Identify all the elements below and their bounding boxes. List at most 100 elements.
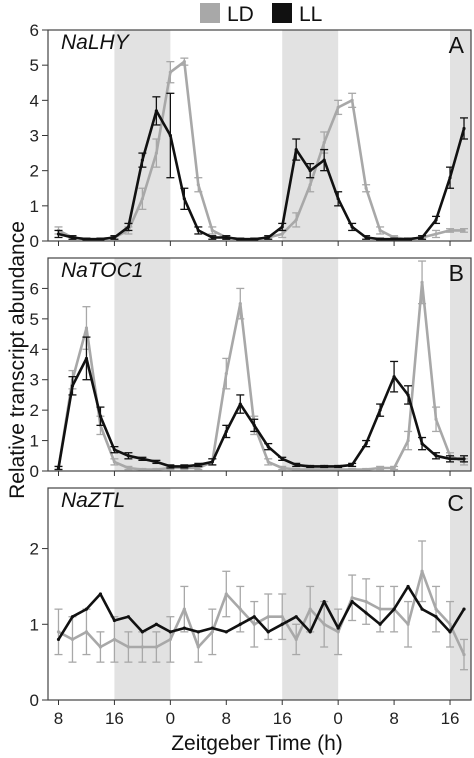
data-point (448, 457, 452, 461)
plot-frame (47, 257, 472, 472)
plot-frame (47, 29, 472, 242)
legend-swatch-ld (200, 3, 220, 23)
data-point (154, 109, 158, 113)
y-tick-label: 1 (30, 197, 39, 216)
data-point (434, 615, 438, 619)
dark-period-shade (282, 258, 339, 471)
data-point (84, 630, 89, 634)
data-point (210, 460, 214, 464)
data-point (336, 464, 340, 469)
data-point (406, 584, 410, 589)
data-point (350, 596, 354, 600)
data-point (210, 228, 214, 233)
data-point (336, 467, 340, 472)
data-point (224, 372, 228, 376)
data-point (56, 232, 61, 236)
data-point (322, 599, 326, 604)
data-point (182, 464, 186, 469)
data-point (140, 197, 144, 201)
y-tick-label: 0 (30, 462, 39, 481)
data-point (266, 630, 270, 634)
data-point (392, 466, 396, 470)
data-point (434, 218, 438, 222)
data-point (378, 408, 382, 412)
gene-name: NaLHY (61, 31, 131, 54)
data-point (462, 228, 466, 233)
data-point (350, 463, 354, 467)
y-tick-label: 2 (30, 540, 39, 559)
gene-name: NaTOC1 (61, 259, 143, 282)
data-point (252, 622, 256, 626)
dark-period-shade (114, 258, 171, 471)
data-point (252, 615, 256, 619)
data-point (420, 569, 424, 573)
x-axis-title: Zeitgeber Time (h) (171, 732, 343, 755)
y-tick-label: 4 (30, 91, 39, 110)
data-point (210, 626, 214, 630)
data-point (126, 615, 131, 619)
data-point (98, 592, 103, 596)
legend: LD LL (200, 3, 322, 26)
data-point (84, 607, 89, 611)
data-point (154, 622, 158, 626)
data-point (322, 622, 326, 626)
data-point (252, 237, 256, 241)
data-point (462, 607, 466, 611)
data-point (378, 228, 382, 233)
data-point (364, 467, 368, 472)
data-point (182, 60, 186, 64)
data-point (140, 467, 144, 472)
data-point (84, 237, 89, 241)
data-point (238, 402, 242, 406)
data-point (126, 454, 131, 458)
data-point (364, 611, 368, 615)
data-point (112, 637, 117, 642)
data-point (308, 607, 312, 611)
data-point (462, 652, 466, 657)
data-point (336, 197, 340, 201)
y-tick-label: 6 (30, 279, 39, 298)
data-point (280, 622, 284, 626)
series-line-ll (57, 585, 466, 641)
data-point (364, 235, 368, 240)
x-tick-label: 16 (441, 709, 460, 728)
data-point (154, 645, 158, 649)
data-point (112, 618, 117, 623)
data-point (462, 457, 466, 461)
data-point (434, 417, 438, 421)
data-point (280, 457, 284, 461)
data-point (336, 630, 340, 634)
data-point (336, 105, 340, 109)
data-point (182, 626, 186, 630)
y-tick-label: 6 (30, 21, 39, 40)
data-point (168, 637, 172, 642)
data-point (252, 423, 256, 427)
y-tick-label: 2 (30, 401, 39, 420)
data-point (336, 626, 340, 630)
data-point (70, 615, 75, 619)
data-point (434, 232, 438, 236)
dark-period-shade (450, 488, 471, 700)
data-point (434, 607, 438, 611)
x-tick-label: 0 (166, 709, 175, 728)
data-point (266, 235, 270, 240)
data-point (140, 158, 144, 162)
data-point (280, 232, 284, 236)
data-point (112, 460, 117, 464)
data-point (56, 637, 61, 642)
data-point (322, 467, 326, 472)
data-point (308, 183, 312, 187)
y-tick-label: 1 (30, 432, 39, 451)
y-tick-label: 1 (30, 615, 39, 634)
data-point (448, 622, 452, 626)
data-point (406, 393, 410, 397)
data-point (280, 615, 284, 619)
data-point (308, 464, 312, 469)
y-tick-label: 3 (30, 127, 39, 146)
panel-letter: A (449, 32, 465, 58)
data-point (168, 464, 172, 469)
x-tick-label: 16 (273, 709, 292, 728)
data-point (154, 460, 158, 464)
plot-frame (47, 487, 472, 701)
panel-letter: C (447, 490, 464, 516)
